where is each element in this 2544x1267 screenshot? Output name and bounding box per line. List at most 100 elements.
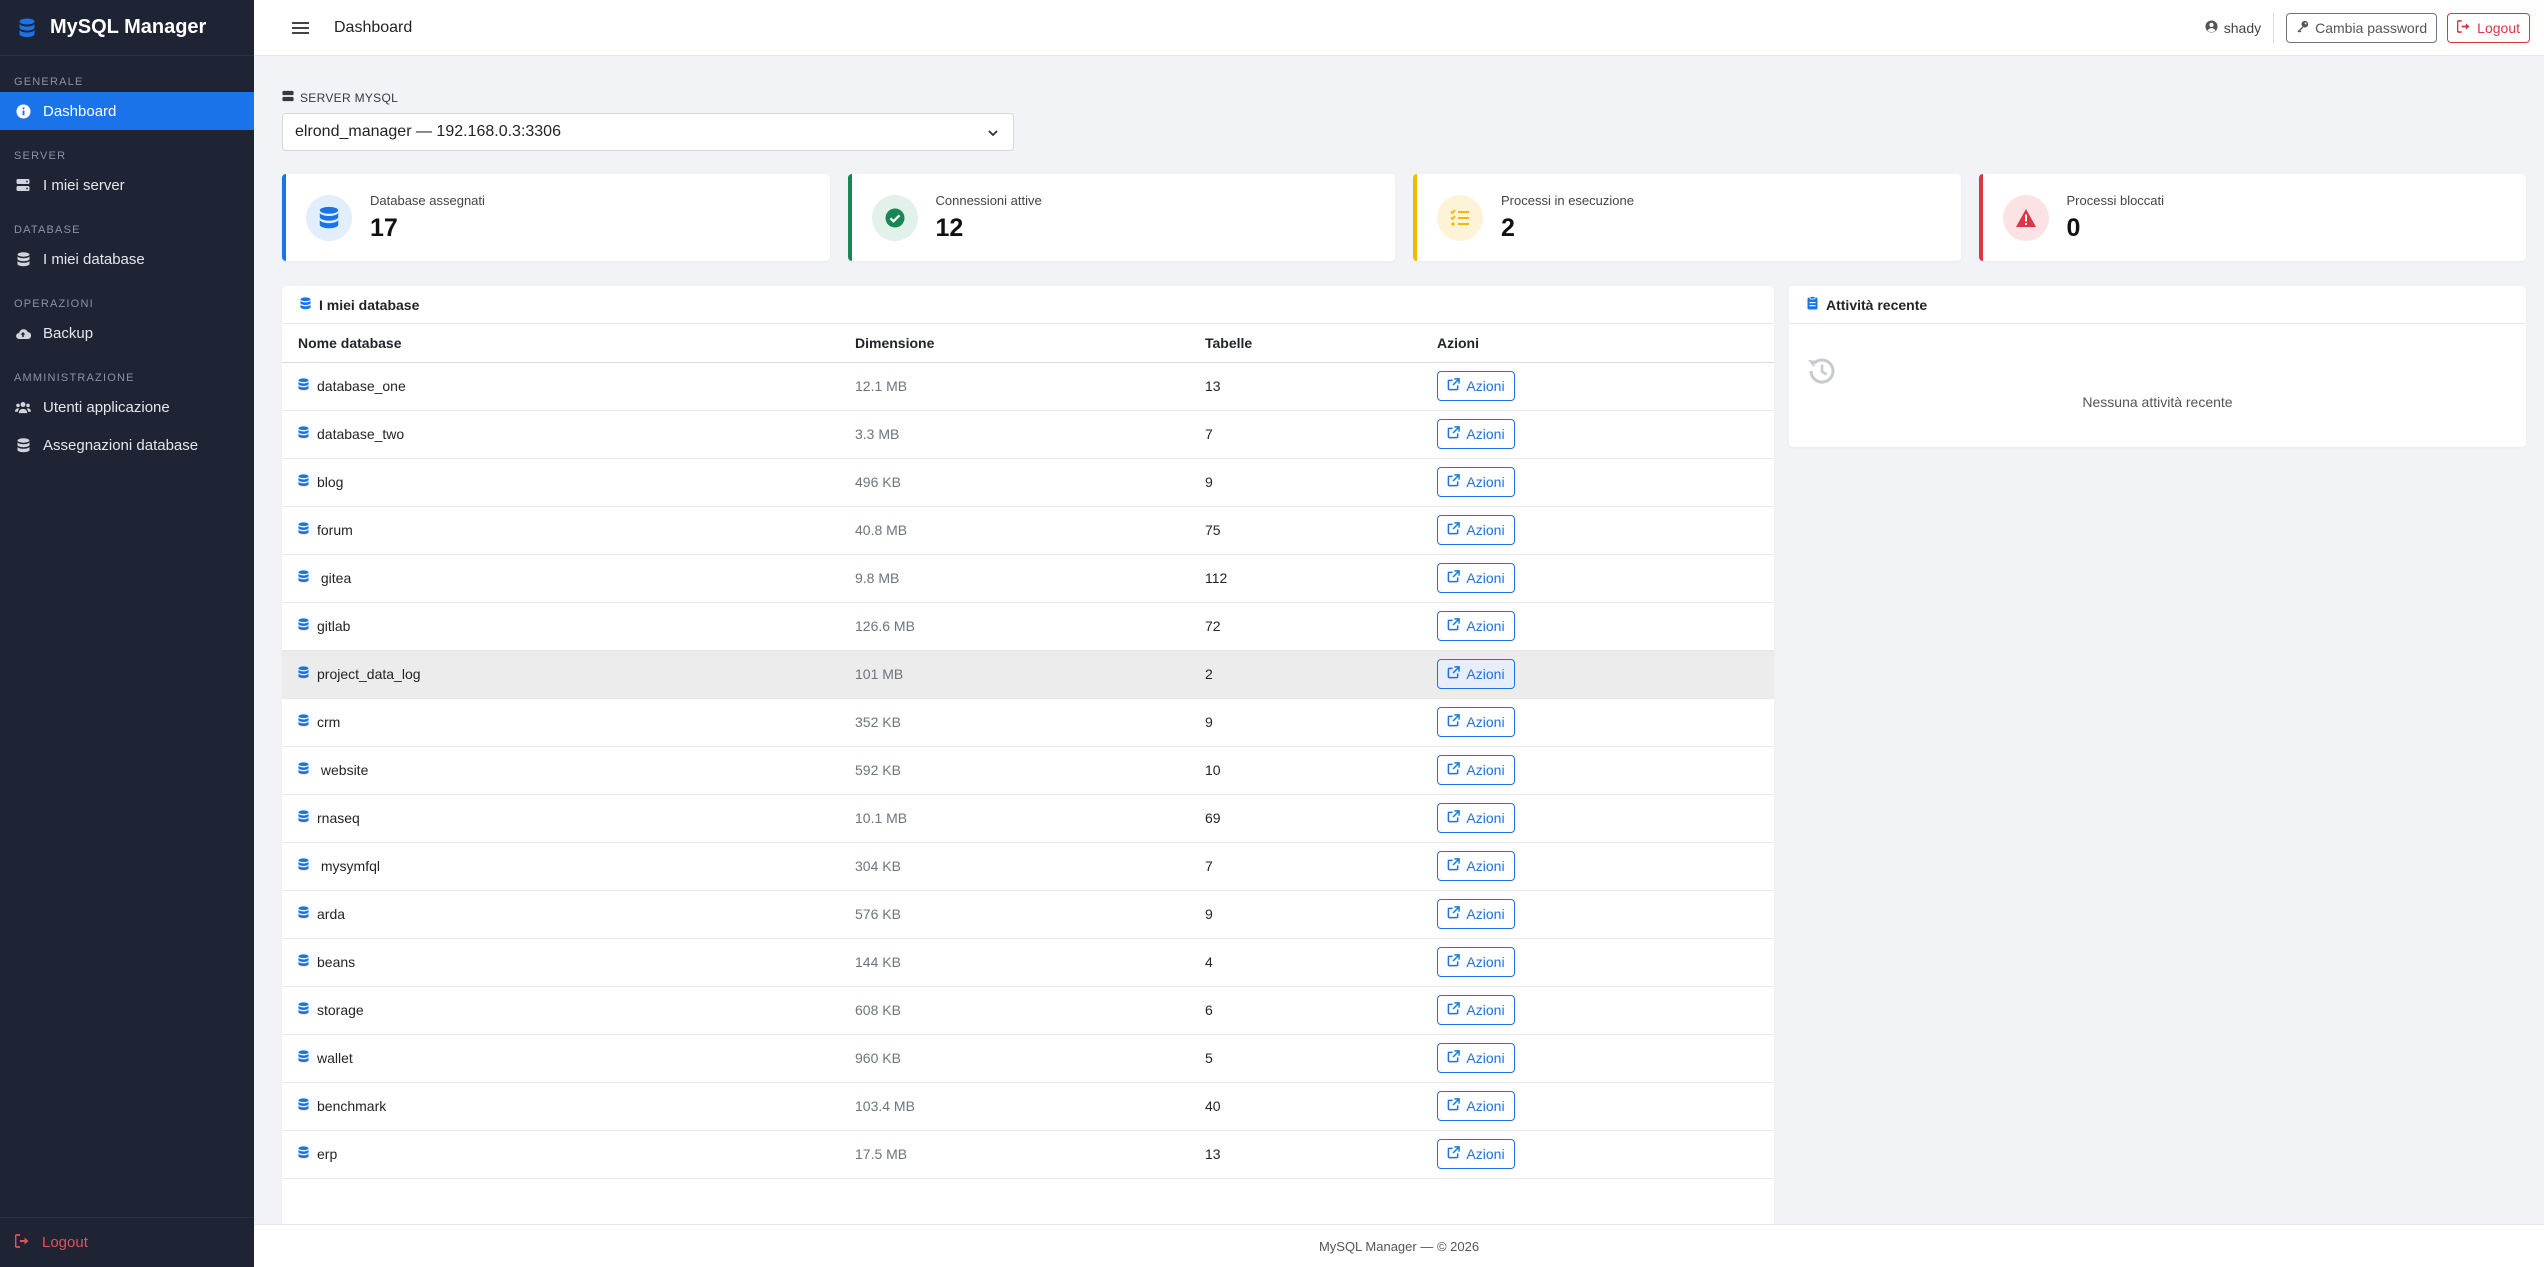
change-password-button[interactable]: Cambia password <box>2286 13 2438 43</box>
db-actions-button[interactable]: Azioni <box>1437 515 1515 545</box>
db-name-cell: storage <box>282 986 839 1035</box>
db-name: mysymfql <box>317 858 380 874</box>
topbar-actions: shady Cambia password Logout <box>2205 0 2530 56</box>
db-tables: 9 <box>1189 698 1421 747</box>
sidebar-item-db-assignments[interactable]: Assegnazioni database <box>0 426 254 464</box>
db-name-cell: erp <box>282 1130 839 1179</box>
table-row: blog 496 KB 9 Azioni <box>282 458 1774 507</box>
db-actions-cell: Azioni <box>1421 890 1774 939</box>
db-actions-button[interactable]: Azioni <box>1437 707 1515 737</box>
database-icon <box>298 570 309 586</box>
logout-button[interactable]: Logout <box>2447 13 2530 43</box>
db-actions-label: Azioni <box>1466 426 1505 442</box>
db-actions-cell: Azioni <box>1421 362 1774 411</box>
change-password-label: Cambia password <box>2315 20 2428 36</box>
stat-card-blocked: Processi bloccati 0 <box>1978 174 2526 261</box>
db-tables: 9 <box>1189 458 1421 507</box>
db-name-cell: forum <box>282 506 839 555</box>
server-select[interactable]: elrond_manager — 192.168.0.3:3306 <box>282 113 1014 151</box>
section-generale: GENERALE <box>14 76 84 88</box>
chevron-down-icon <box>987 126 999 144</box>
stat-label: Processi bloccati <box>2066 192 2165 208</box>
activity-card-header: Attività recente <box>1789 286 2526 324</box>
db-actions-label: Azioni <box>1466 810 1505 826</box>
db-actions-button[interactable]: Azioni <box>1437 371 1515 401</box>
database-icon <box>298 714 309 730</box>
db-actions-button[interactable]: Azioni <box>1437 803 1515 833</box>
external-link-icon <box>1447 1098 1461 1114</box>
databases-card-title: I miei database <box>319 296 420 313</box>
external-link-icon <box>1447 714 1461 730</box>
database-icon <box>298 1050 309 1066</box>
db-actions-button[interactable]: Azioni <box>1437 1043 1515 1073</box>
db-actions-label: Azioni <box>1466 1098 1505 1114</box>
external-link-icon <box>1447 618 1461 634</box>
sidebar-item-label: Assegnazioni database <box>43 436 199 454</box>
hamburger-menu-icon[interactable] <box>288 16 312 40</box>
key-icon <box>2296 20 2309 36</box>
sidebar-item-app-users[interactable]: Utenti applicazione <box>0 388 254 426</box>
db-actions-button[interactable]: Azioni <box>1437 563 1515 593</box>
db-actions-label: Azioni <box>1466 618 1505 634</box>
db-name-cell: project_data_log <box>282 650 839 699</box>
db-name: gitea <box>317 570 352 586</box>
db-actions-cell: Azioni <box>1421 554 1774 603</box>
db-actions-label: Azioni <box>1466 762 1505 778</box>
db-size: 17.5 MB <box>839 1130 1189 1179</box>
db-name: benchmark <box>317 1098 387 1114</box>
topbar: Dashboard shady Cambia password Logout <box>254 0 2544 56</box>
db-actions-button[interactable]: Azioni <box>1437 755 1515 785</box>
sidebar-item-dashboard[interactable]: Dashboard <box>0 92 254 130</box>
sidebar-item-label: I miei server <box>43 176 125 194</box>
external-link-icon <box>1447 858 1461 874</box>
db-tables: 2 <box>1189 650 1421 699</box>
current-user: shady <box>2205 20 2261 36</box>
databases-card-header: I miei database <box>282 286 1774 324</box>
db-actions-button[interactable]: Azioni <box>1437 467 1515 497</box>
db-actions-button[interactable]: Azioni <box>1437 1091 1515 1121</box>
column-header-actions: Azioni <box>1421 324 1774 363</box>
external-link-icon <box>1447 570 1461 586</box>
cloud-upload-icon <box>15 325 31 341</box>
db-actions-cell: Azioni <box>1421 650 1774 699</box>
db-name-cell: mysymfql <box>282 842 839 891</box>
user-circle-icon <box>2205 20 2218 36</box>
app-name: MySQL Manager <box>50 16 207 38</box>
activity-empty-message: Nessuna attività recente <box>2082 394 2233 410</box>
db-actions-label: Azioni <box>1466 954 1505 970</box>
db-name-cell: crm <box>282 698 839 747</box>
table-row: forum 40.8 MB 75 Azioni <box>282 506 1774 555</box>
db-actions-button[interactable]: Azioni <box>1437 851 1515 881</box>
main-content: SERVER MYSQL elrond_manager — 192.168.0.… <box>254 56 2544 1267</box>
page-title: Dashboard <box>334 18 413 36</box>
db-tables: 69 <box>1189 794 1421 843</box>
server-select-value: elrond_manager — 192.168.0.3:3306 <box>295 123 561 140</box>
sign-out-icon <box>14 1233 30 1252</box>
databases-table-body: database_one 12.1 MB 13 Azioni database_two 3… <box>282 362 1774 1179</box>
server-icon <box>282 90 294 105</box>
table-row: website 592 KB 10 Azioni <box>282 746 1774 795</box>
database-icon <box>298 762 309 778</box>
db-actions-button[interactable]: Azioni <box>1437 947 1515 977</box>
db-name: database_two <box>317 426 405 442</box>
sidebar-item-servers[interactable]: I miei server <box>0 166 254 204</box>
db-name: crm <box>317 714 341 730</box>
db-actions-button[interactable]: Azioni <box>1437 611 1515 641</box>
external-link-icon <box>1447 378 1461 394</box>
database-icon <box>298 618 309 634</box>
brand: MySQL Manager <box>0 0 254 56</box>
sidebar-logout[interactable]: Logout <box>0 1217 254 1267</box>
db-actions-button[interactable]: Azioni <box>1437 899 1515 929</box>
db-tables: 75 <box>1189 506 1421 555</box>
sidebar-item-databases[interactable]: I miei database <box>0 240 254 278</box>
db-name-cell: database_one <box>282 362 839 411</box>
section-server: SERVER <box>14 150 67 162</box>
table-row: benchmark 103.4 MB 40 Azioni <box>282 1082 1774 1131</box>
database-icon <box>15 251 31 267</box>
db-actions-button[interactable]: Azioni <box>1437 659 1515 689</box>
db-actions-button[interactable]: Azioni <box>1437 419 1515 449</box>
db-actions-button[interactable]: Azioni <box>1437 1139 1515 1169</box>
db-actions-button[interactable]: Azioni <box>1437 995 1515 1025</box>
sidebar-item-backup[interactable]: Backup <box>0 314 254 352</box>
db-name: forum <box>317 522 353 538</box>
